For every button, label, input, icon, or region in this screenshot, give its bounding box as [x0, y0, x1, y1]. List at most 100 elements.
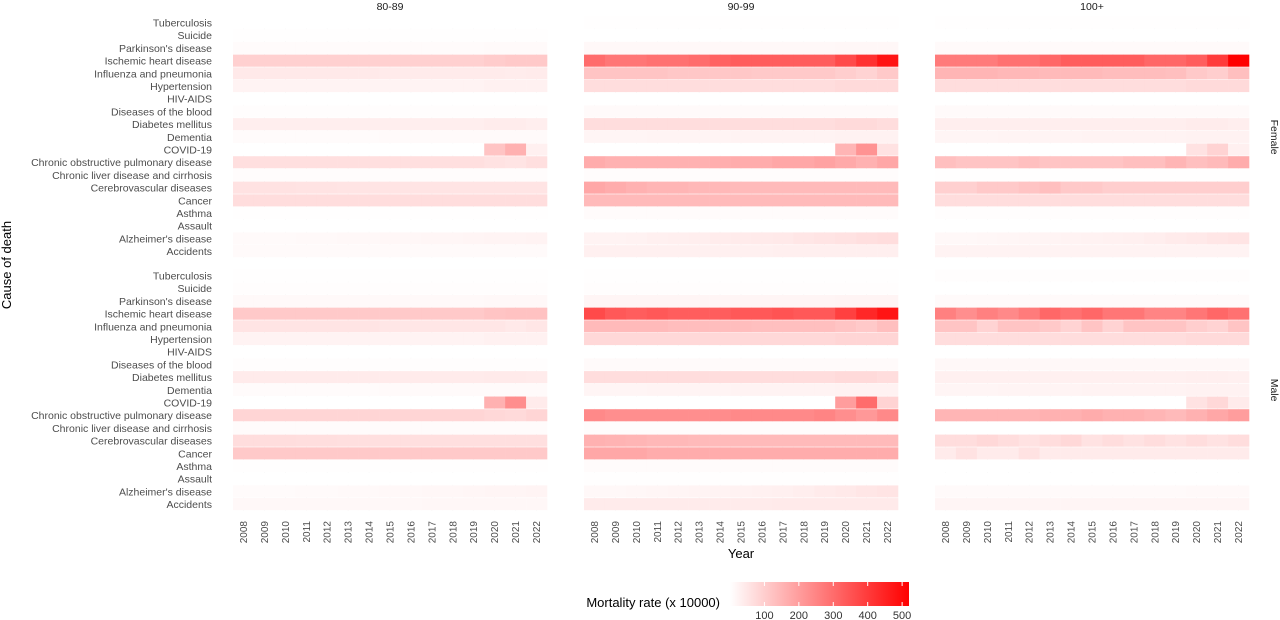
heatmap-cell: [505, 194, 527, 207]
heatmap-cell: [877, 168, 899, 181]
heatmap-cell: [709, 92, 731, 105]
cause-label: Dementia: [167, 132, 212, 144]
heatmap-cell: [526, 105, 548, 118]
heatmap-cell: [1102, 16, 1124, 29]
heatmap-cell: [730, 67, 752, 80]
heatmap-cell: [835, 67, 857, 80]
heatmap-cell: [935, 307, 957, 320]
heatmap-cell: [463, 41, 485, 54]
heatmap-cell: [233, 345, 255, 358]
year-tick-label: 2017: [778, 521, 789, 544]
heatmap-cell: [505, 447, 527, 460]
heatmap-cell: [421, 232, 443, 245]
heatmap-cell: [1207, 219, 1229, 232]
heatmap-cell: [463, 447, 485, 460]
heatmap-cell: [1060, 383, 1082, 396]
heatmap-cell: [1186, 54, 1208, 67]
heatmap-cell: [421, 156, 443, 169]
heatmap-cell: [1060, 92, 1082, 105]
heatmap-cell: [751, 320, 773, 333]
heatmap-cell: [835, 421, 857, 434]
heatmap-cell: [1165, 16, 1187, 29]
heatmap-cell: [730, 333, 752, 346]
heatmap-cell: [997, 168, 1020, 181]
heatmap-cell: [253, 219, 276, 232]
heatmap-cell: [835, 118, 857, 131]
heatmap-cell: [400, 54, 422, 67]
heatmap-cell: [1228, 130, 1250, 143]
cause-label: Alzheimer's disease: [119, 486, 212, 498]
heatmap-cell: [935, 80, 957, 93]
heatmap-cell: [772, 498, 794, 511]
year-tick-labels: 2008 2009 2010 2011 2012 2013 2014 2015 2016 2017…: [239, 521, 1245, 544]
heatmap-cell: [505, 371, 527, 384]
heatmap-cell: [484, 245, 506, 258]
heatmap-cell: [646, 29, 669, 42]
heatmap-cell: [295, 460, 318, 473]
heatmap-cell: [856, 307, 878, 320]
heatmap-cell: [1081, 269, 1103, 282]
heatmap-cell: [505, 472, 527, 485]
year-tick-label: 2011: [1004, 521, 1015, 543]
heatmap-cell: [1081, 294, 1103, 307]
heatmap-cell: [358, 409, 380, 422]
heatmap-cell: [400, 485, 422, 498]
heatmap-cell: [751, 421, 773, 434]
heatmap-cell: [442, 320, 464, 333]
heatmap-cell: [421, 168, 443, 181]
heatmap-cell: [772, 67, 794, 80]
heatmap-cell: [1018, 498, 1040, 511]
heatmap-cell: [233, 307, 255, 320]
panel-female-2: [935, 16, 1250, 258]
heatmap-cell: [976, 421, 999, 434]
heatmap-cell: [1123, 409, 1145, 422]
heatmap-cell: [646, 67, 669, 80]
heatmap-cell: [505, 105, 527, 118]
heatmap-cell: [730, 130, 752, 143]
heatmap-cell: [955, 282, 978, 295]
heatmap-cell: [584, 269, 606, 282]
heatmap-cell: [1123, 333, 1145, 346]
heatmap-cell: [877, 245, 899, 258]
heatmap-cell: [1123, 80, 1145, 93]
heatmap-cell: [379, 371, 401, 384]
heatmap-cell: [463, 472, 485, 485]
heatmap-cell: [751, 371, 773, 384]
heatmap-cell: [379, 333, 401, 346]
heatmap-cell: [709, 156, 731, 169]
heatmap-cell: [421, 41, 443, 54]
heatmap-cell: [976, 156, 999, 169]
heatmap-cell: [274, 460, 297, 473]
heatmap-cell: [358, 16, 380, 29]
heatmap-cell: [772, 472, 794, 485]
heatmap-cell: [793, 92, 815, 105]
heatmap-cell: [709, 80, 731, 93]
heatmap-cell: [730, 194, 752, 207]
heatmap-cell: [584, 41, 606, 54]
heatmap-cell: [316, 320, 338, 333]
heatmap-cell: [877, 421, 899, 434]
heatmap-cell: [1081, 29, 1103, 42]
heatmap-cell: [814, 118, 836, 131]
heatmap-cell: [337, 168, 359, 181]
heatmap-cell: [1081, 245, 1103, 258]
heatmap-cell: [442, 130, 464, 143]
year-tick-label: 2022: [532, 521, 543, 544]
heatmap-cell: [379, 282, 401, 295]
heatmap-cell: [379, 409, 401, 422]
heatmap-cell: [856, 92, 878, 105]
heatmap-cell: [400, 207, 422, 220]
heatmap-cell: [877, 333, 899, 346]
heatmap-cell: [274, 118, 297, 131]
heatmap-cell: [772, 333, 794, 346]
heatmap-cell: [646, 156, 669, 169]
heatmap-cell: [316, 156, 338, 169]
heatmap-cell: [955, 194, 978, 207]
heatmap-cell: [233, 168, 255, 181]
heatmap-cell: [526, 498, 548, 511]
heatmap-cell: [1039, 156, 1061, 169]
heatmap-cell: [604, 269, 627, 282]
heatmap-cell: [751, 307, 773, 320]
heatmap-cell: [814, 29, 836, 42]
